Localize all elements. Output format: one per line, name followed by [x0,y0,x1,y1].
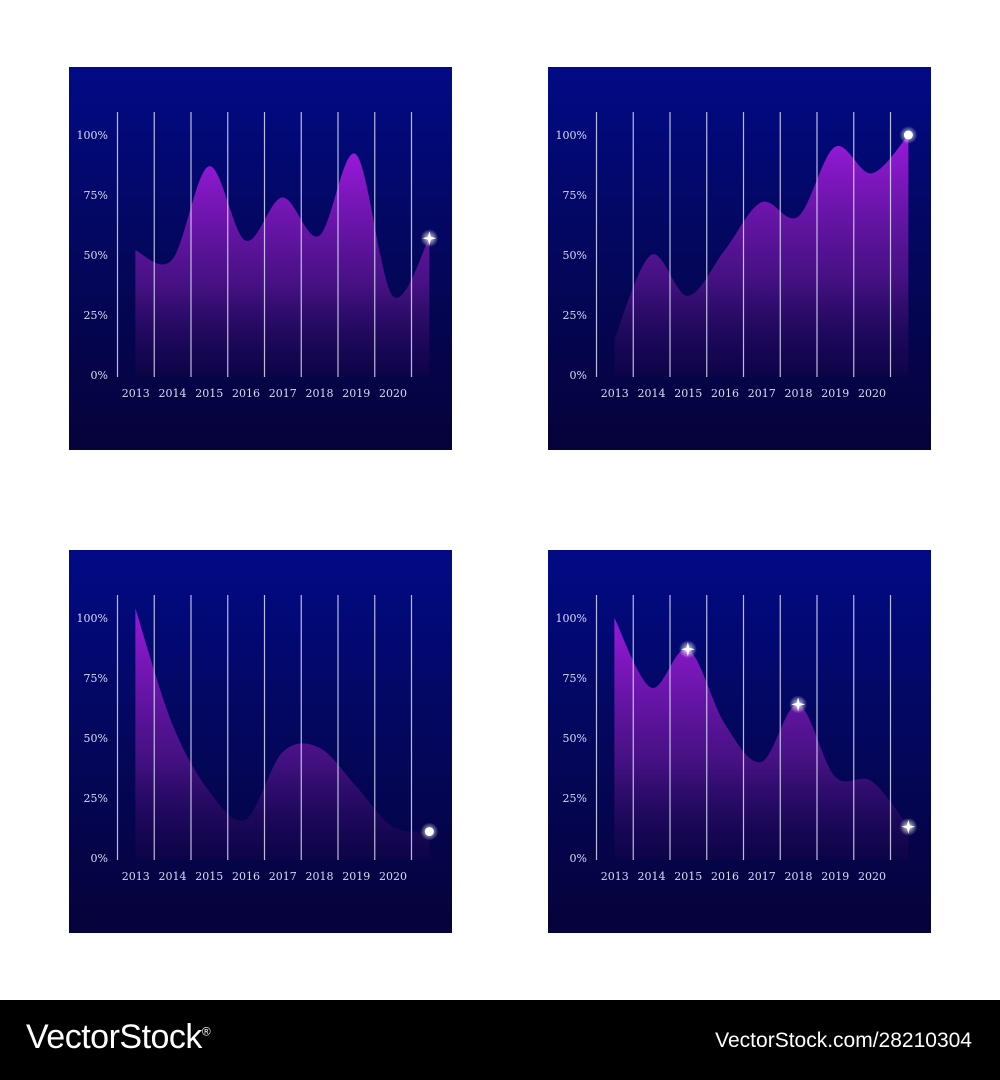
y-tick-label-1: 25% [84,792,108,805]
x-tick-label-2013: 2013 [122,870,150,883]
x-tick-label-2015: 2015 [195,870,223,883]
area-chart-top-right: 0% 25% 50% 75% 100% 2013 2014 2015 2016 2017 2018 2… [556,112,918,400]
y-tick-label-3: 75% [84,672,108,685]
x-tick-label-2018: 2018 [306,387,334,400]
watermark-brand: VectorStock® [26,1018,211,1057]
y-tick-label-3: 75% [84,189,108,202]
x-tick-label-2017: 2017 [748,870,776,883]
x-tick-label-2020: 2020 [858,870,886,883]
y-tick-label-4: 100% [556,612,587,625]
y-tick-label-2: 50% [84,249,108,262]
area-chart-bottom-right: 0% 25% 50% 75% 100% 2013 2014 2015 2016 2017 2018 2… [556,595,918,883]
x-tick-label-2013: 2013 [601,387,629,400]
y-tick-label-4: 100% [77,612,108,625]
x-tick-label-2014: 2014 [159,387,187,400]
x-tick-label-2018: 2018 [785,870,813,883]
x-tick-label-2016: 2016 [711,387,739,400]
x-tick-label-2015: 2015 [674,387,702,400]
end-marker [420,229,439,248]
x-tick-label-2013: 2013 [122,387,150,400]
registered-mark: ® [201,1024,211,1039]
y-tick-label-3: 75% [563,672,587,685]
x-tick-label-2014: 2014 [159,870,187,883]
y-tick-label-1: 25% [84,309,108,322]
x-tick-label-2018: 2018 [306,870,334,883]
x-tick-label-2019: 2019 [342,870,370,883]
chart-panel-top-left: 0% 25% 50% 75% 100% 2013 2014 2015 2016 2017 2018 2… [69,67,452,450]
x-tick-label-2014: 2014 [638,870,666,883]
area-series-top-right [614,135,909,377]
x-tick-label-2016: 2016 [711,870,739,883]
y-tick-label-1: 25% [563,309,587,322]
y-tick-label-2: 50% [84,732,108,745]
x-tick-label-2015: 2015 [674,870,702,883]
area-chart-bottom-left: 0% 25% 50% 75% 100% 2013 2014 2015 2016 2017 2018 2… [77,595,439,883]
x-tick-label-2015: 2015 [195,387,223,400]
area-series-bottom-right [614,618,909,860]
area-series-bottom-left [135,608,430,860]
x-tick-label-2018: 2018 [785,387,813,400]
x-tick-label-2014: 2014 [638,387,666,400]
chart-panel-bottom-right: 0% 25% 50% 75% 100% 2013 2014 2015 2016 2017 2018 2… [548,550,931,933]
y-tick-label-0: 0% [91,852,108,865]
y-tick-label-0: 0% [570,852,587,865]
x-tick-label-2020: 2020 [379,387,407,400]
x-tick-label-2017: 2017 [269,387,297,400]
y-tick-label-2: 50% [563,732,587,745]
chart-panel-top-right: 0% 25% 50% 75% 100% 2013 2014 2015 2016 2017 2018 2… [548,67,931,450]
y-tick-label-1: 25% [563,792,587,805]
watermark-footer: VectorStock® VectorStock.com/28210304 [0,1000,1000,1080]
y-tick-label-2: 50% [563,249,587,262]
x-tick-label-2016: 2016 [232,387,260,400]
watermark-brand-text: VectorStock [26,1018,202,1056]
x-tick-label-2013: 2013 [601,870,629,883]
y-tick-label-0: 0% [570,369,587,382]
end-marker [420,822,439,841]
y-tick-label-4: 100% [77,129,108,142]
end-marker [899,817,918,836]
highlight-marker-0 [678,640,697,659]
area-chart-top-left: 0% 25% 50% 75% 100% 2013 2014 2015 2016 2017 2018 2… [77,112,439,400]
area-series-top-left [135,153,430,377]
x-tick-label-2019: 2019 [342,387,370,400]
x-tick-label-2017: 2017 [748,387,776,400]
highlight-marker-1 [789,695,808,714]
y-tick-label-4: 100% [556,129,587,142]
x-tick-label-2020: 2020 [379,870,407,883]
y-tick-label-0: 0% [91,369,108,382]
x-tick-label-2020: 2020 [858,387,886,400]
x-tick-label-2019: 2019 [821,870,849,883]
watermark-url: VectorStock.com/28210304 [715,1029,972,1052]
y-tick-label-3: 75% [563,189,587,202]
x-tick-label-2019: 2019 [821,387,849,400]
x-tick-label-2017: 2017 [269,870,297,883]
end-marker [899,126,918,144]
chart-panel-bottom-left: 0% 25% 50% 75% 100% 2013 2014 2015 2016 2017 2018 2… [69,550,452,933]
x-tick-label-2016: 2016 [232,870,260,883]
